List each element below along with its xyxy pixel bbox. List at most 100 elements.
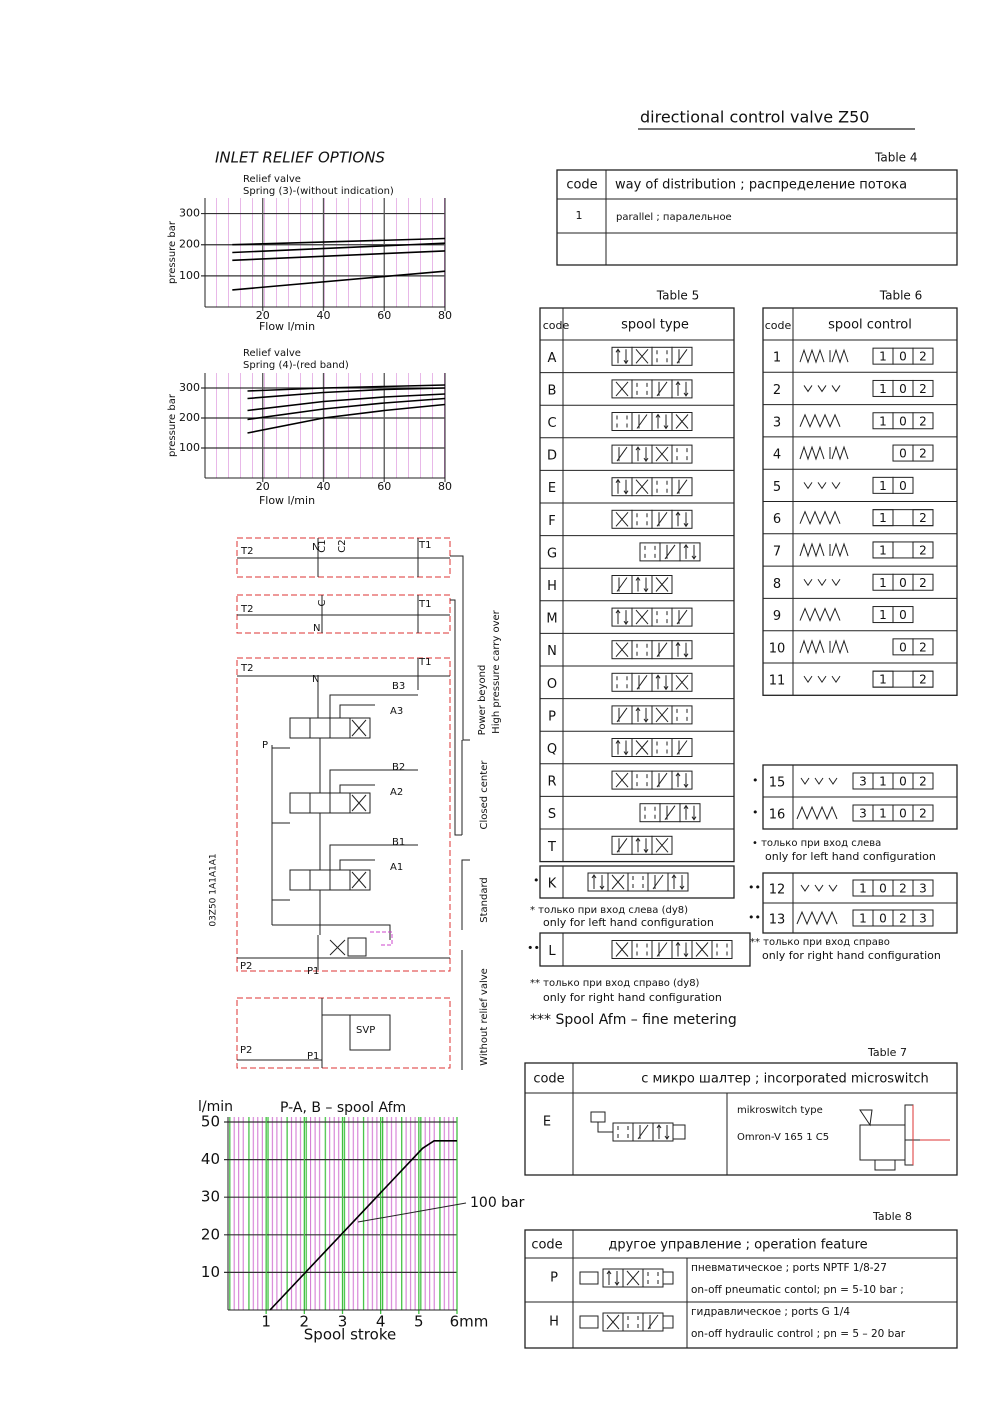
control-symbol <box>799 607 841 622</box>
y-tick-label: 30 <box>201 1188 220 1206</box>
page-title: directional control valve Z50 <box>640 108 869 127</box>
position-box <box>892 606 914 624</box>
position-label: 0 <box>899 608 907 622</box>
table-border <box>524 1062 958 1176</box>
spool-symbol <box>671 770 693 790</box>
table-caption: Table 8 <box>872 1210 912 1223</box>
position-box <box>912 541 934 559</box>
data-line <box>247 393 446 412</box>
control-code: 1 <box>773 351 781 366</box>
chart-subtitle: Spring (3)-(without indication) <box>243 186 394 197</box>
y-tick-label: 200 <box>179 238 200 251</box>
spool-symbol <box>635 837 649 854</box>
position-label: 2 <box>899 882 907 896</box>
x-tick-label: 80 <box>438 480 452 493</box>
spool-symbol <box>617 1126 629 1138</box>
note-mark: •• <box>527 942 540 955</box>
spool-symbol <box>655 707 669 723</box>
spool-code: K <box>548 877 557 892</box>
position-box <box>872 509 894 527</box>
data-line <box>247 397 446 421</box>
spool-code: T <box>547 840 556 855</box>
position-box <box>872 670 894 688</box>
data-line <box>232 237 446 246</box>
table-header: code <box>543 319 570 332</box>
control-code: 2 <box>773 383 781 398</box>
position-label: 0 <box>899 775 907 789</box>
x-tick-label: 40 <box>316 480 330 493</box>
table-cell: on-off hydraulic control ; pn = 5 – 20 b… <box>691 1328 906 1340</box>
table-border <box>556 169 958 266</box>
spool-symbol <box>679 803 701 823</box>
schematic-label: P2 <box>240 1045 252 1056</box>
position-label: 2 <box>919 382 927 396</box>
table-border <box>524 1229 958 1349</box>
position-label: 0 <box>899 382 907 396</box>
spool-symbol <box>636 943 648 956</box>
spool-symbol <box>671 705 693 725</box>
spool-symbol <box>656 642 668 657</box>
chart-title: P-A, B – spool Afm <box>280 1100 406 1116</box>
table-cell: mikroswitch type <box>737 1105 823 1116</box>
spool-symbol <box>579 1315 599 1329</box>
spool-symbol <box>656 512 668 527</box>
control-code: 4 <box>773 448 781 463</box>
spool-symbol <box>671 607 693 627</box>
table-cell: parallel ; паралельное <box>616 212 732 223</box>
control-symbol <box>803 482 841 490</box>
x-tick-label: 6mm <box>450 1313 489 1331</box>
spool-symbol <box>671 738 693 757</box>
y-axis-label: pressure bar <box>167 220 178 284</box>
spool-symbol <box>635 740 649 755</box>
position-box <box>912 509 934 527</box>
spool-symbol <box>636 774 648 787</box>
position-label: 2 <box>919 447 927 461</box>
position-label: 0 <box>899 640 907 654</box>
position-box <box>892 476 914 494</box>
spool-symbol <box>615 739 629 756</box>
spool-symbol <box>616 446 628 462</box>
position-label: 1 <box>879 673 887 687</box>
position-label: 0 <box>899 479 907 493</box>
position-label: 1 <box>879 511 887 525</box>
y-axis-label: pressure bar <box>167 393 178 457</box>
table-cell: 1 <box>576 209 583 222</box>
position-label: 3 <box>919 882 927 896</box>
spool-code: S <box>548 807 556 822</box>
position-label: 1 <box>879 350 887 364</box>
spool-symbol <box>655 577 669 592</box>
spool-symbol <box>656 1124 670 1140</box>
position-label: 1 <box>879 576 887 590</box>
table-header: code <box>566 178 597 193</box>
spool-symbol <box>656 942 668 957</box>
section-title: INLET RELIEF OPTIONS <box>215 149 385 167</box>
spool-symbol <box>676 448 688 461</box>
table-header: spool type <box>621 318 689 333</box>
control-symbol <box>803 385 841 393</box>
spool-code: G <box>547 546 557 561</box>
spool-code: P <box>548 709 556 724</box>
position-label: 2 <box>919 350 927 364</box>
spool-symbol <box>656 772 668 788</box>
spool-symbol <box>606 1270 620 1286</box>
position-label: 0 <box>899 447 907 461</box>
table-header: way of distribution ; распределение пото… <box>615 178 907 193</box>
spool-symbol <box>656 741 668 754</box>
table-cell: E <box>543 1115 551 1130</box>
spool-symbol <box>635 479 649 495</box>
table-cell: Omron-V 165 1 C5 <box>737 1132 829 1143</box>
spool-symbol <box>637 1124 649 1140</box>
control-symbol <box>799 639 849 655</box>
spool-symbol <box>644 806 656 819</box>
annotation-leader <box>357 1202 467 1223</box>
spool-symbol <box>591 874 605 890</box>
spool-symbol <box>675 772 689 789</box>
spool-symbol <box>652 1122 674 1142</box>
spool-symbol <box>675 380 689 397</box>
spool-symbol <box>679 542 701 562</box>
note-mark: • <box>533 874 540 887</box>
x-tick-label: 80 <box>438 309 452 322</box>
table-note: only for right hand configuration <box>762 949 941 962</box>
spool-symbol <box>606 1314 620 1330</box>
